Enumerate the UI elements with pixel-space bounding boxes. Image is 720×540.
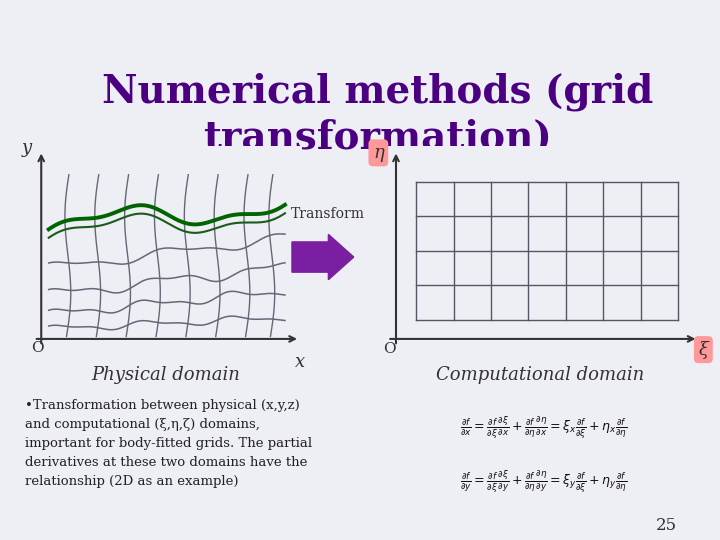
Text: Transform: Transform <box>291 207 364 221</box>
Text: Computational domain: Computational domain <box>436 366 644 384</box>
Text: transformation): transformation) <box>204 118 552 157</box>
Text: $\frac{\partial f}{\partial y} = \frac{\partial f}{\partial \xi}\frac{\partial \: $\frac{\partial f}{\partial y} = \frac{\… <box>460 468 627 494</box>
Text: η: η <box>373 144 384 162</box>
Text: y: y <box>22 139 32 157</box>
Text: •Transformation between physical (x,y,z)
and computational (ξ,η,ζ) domains,
impo: •Transformation between physical (x,y,z)… <box>25 399 312 488</box>
Text: O: O <box>383 342 396 356</box>
Text: Numerical methods (grid: Numerical methods (grid <box>102 72 654 111</box>
Text: x: x <box>295 353 305 372</box>
FancyArrow shape <box>292 234 354 280</box>
Text: Physical domain: Physical domain <box>91 366 240 384</box>
Text: ξ: ξ <box>698 341 708 359</box>
Text: 25: 25 <box>655 517 677 534</box>
Text: O: O <box>31 341 44 355</box>
Text: $\frac{\partial f}{\partial x} = \frac{\partial f}{\partial \xi}\frac{\partial \: $\frac{\partial f}{\partial x} = \frac{\… <box>460 414 627 440</box>
